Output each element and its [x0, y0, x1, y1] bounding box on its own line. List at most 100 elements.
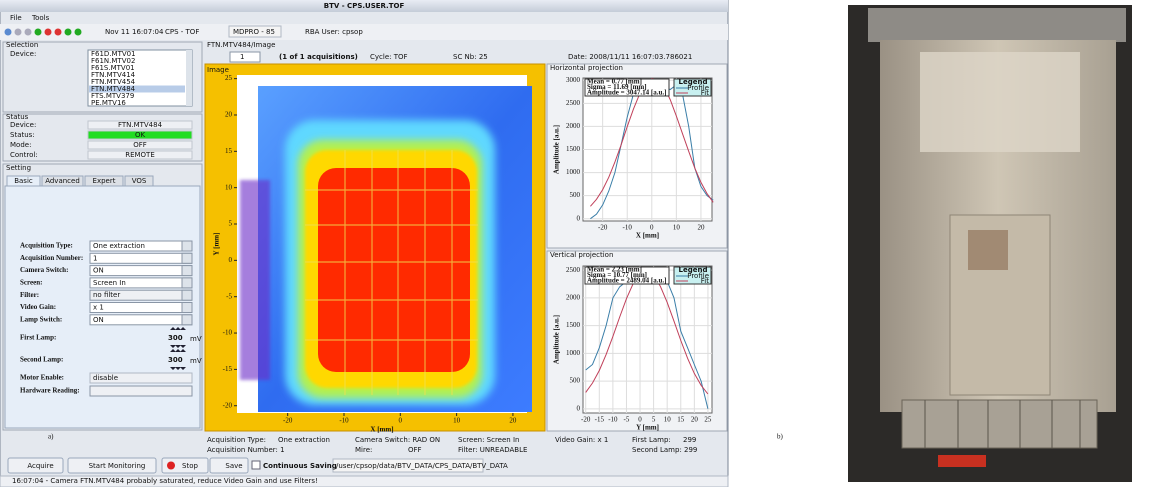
info-text: 299: [683, 436, 696, 444]
label: Mode:: [10, 141, 31, 149]
x-tick-label: 20: [509, 417, 517, 425]
device-item[interactable]: FTS.MTV379: [91, 92, 134, 100]
button[interactable]: [161, 457, 209, 474]
button-label[interactable]: Save: [225, 462, 242, 470]
sc-number: SC Nb: 25: [453, 53, 488, 61]
photo-blocks: [924, 400, 1081, 448]
toolbar-icon[interactable]: [64, 28, 72, 36]
combo-arrow[interactable]: [181, 265, 193, 277]
noise: [240, 180, 270, 380]
info-text: Mire:: [355, 446, 372, 454]
device-item[interactable]: FTN.MTV484: [91, 85, 136, 93]
tab-label[interactable]: Expert: [93, 177, 116, 185]
button[interactable]: [7, 457, 64, 474]
toolbar-icon[interactable]: [4, 28, 12, 36]
button-label[interactable]: Start Monitoring: [89, 462, 146, 470]
device-item[interactable]: PE.MTV16: [91, 99, 126, 107]
label: Device:: [10, 121, 36, 129]
combo-arrow[interactable]: [181, 240, 193, 252]
x-tick-label: -10: [339, 417, 349, 425]
figure-label: a): [48, 433, 54, 441]
combo-box[interactable]: [89, 265, 193, 277]
x-tick-label: 0: [399, 417, 403, 425]
tab-label[interactable]: Advanced: [45, 177, 80, 185]
combo-box[interactable]: [89, 252, 193, 264]
spin-field[interactable]: [229, 51, 261, 63]
scrollbar[interactable]: [186, 50, 192, 106]
selection-box: [2, 41, 203, 113]
toolbar-icon[interactable]: [24, 28, 32, 36]
tab-label[interactable]: VOS: [132, 177, 147, 185]
panel-title: Vertical projection: [550, 251, 613, 259]
x-tick-label: -20: [283, 417, 293, 425]
info-text: OFF: [408, 446, 422, 454]
setting-box: [2, 163, 203, 431]
x-axis-label: X [mm]: [636, 232, 659, 240]
acq-count: (1 of 1 acquisitions): [279, 53, 358, 61]
spinner[interactable]: [170, 349, 186, 370]
menu-item[interactable]: File: [10, 14, 22, 22]
device-item[interactable]: F61N.MTV02: [91, 57, 135, 65]
x-tick-label: 5: [652, 416, 656, 424]
button-label[interactable]: Continuous Saving: [263, 462, 337, 470]
value: OFF: [133, 141, 147, 149]
field-label: Camera Switch:: [20, 266, 68, 274]
toolbar-icon[interactable]: [44, 28, 52, 36]
toolbar-icon[interactable]: [54, 28, 62, 36]
tab[interactable]: [41, 175, 84, 187]
combo-arrow[interactable]: [181, 314, 193, 326]
button-label[interactable]: Acquire: [27, 462, 53, 470]
combo-box[interactable]: [89, 302, 193, 313]
tab[interactable]: [6, 175, 41, 187]
button[interactable]: [67, 457, 157, 474]
spinner[interactable]: [170, 327, 186, 348]
device-item[interactable]: F61S.MTV01: [91, 64, 135, 72]
combo-arrow[interactable]: [181, 289, 193, 301]
button[interactable]: [89, 385, 193, 397]
y-tick-label: 3000: [566, 76, 581, 84]
path-field[interactable]: [332, 458, 484, 473]
y-tick-label: 1500: [566, 145, 581, 153]
section-title: Setting: [6, 164, 31, 172]
field-label: Video Gain:: [20, 303, 56, 311]
info-text: Screen: Screen In: [458, 436, 519, 444]
y-tick-label: 0: [577, 404, 581, 412]
y-tick-label: 1000: [566, 349, 581, 357]
x-tick-label: 20: [691, 416, 699, 424]
tab[interactable]: [84, 175, 124, 187]
toolbar-icon[interactable]: [74, 28, 82, 36]
device-item[interactable]: F61D.MTV01: [91, 50, 136, 58]
stats-box: [584, 78, 670, 97]
tab-label[interactable]: Basic: [14, 177, 33, 185]
combo-arrow[interactable]: [181, 252, 193, 264]
combo-arrow[interactable]: [181, 302, 193, 313]
photo-mark: [968, 230, 1008, 270]
toolbar-icon[interactable]: [14, 28, 22, 36]
stat-line: Mean = 2.23 [mm]: [587, 266, 642, 274]
device-item[interactable]: FTN.MTV414: [91, 71, 136, 79]
legend-label: Profile: [687, 84, 709, 92]
menu-item[interactable]: Tools: [31, 14, 50, 22]
button[interactable]: [209, 457, 249, 474]
checkbox[interactable]: [251, 460, 261, 470]
status-bar: [0, 475, 729, 487]
button-label[interactable]: Stop: [182, 462, 198, 470]
y-tick-label: 1000: [566, 168, 581, 176]
field-label: Lamp Switch:: [20, 315, 62, 323]
info-text: Video Gain: x 1: [555, 436, 608, 444]
device-item[interactable]: FTN.MTV454: [91, 78, 136, 86]
combo-box[interactable]: [89, 372, 193, 384]
combo-value: One extraction: [93, 242, 145, 250]
info-text: Acquisition Number: 1: [207, 446, 285, 454]
tab[interactable]: [124, 175, 154, 187]
mire-lines: [305, 150, 478, 395]
photo-base: [901, 399, 1098, 449]
combo-arrow[interactable]: [181, 277, 193, 289]
y-tick-label: -15: [223, 365, 233, 373]
combo-box[interactable]: [89, 314, 193, 326]
x-tick-label: 25: [704, 416, 712, 424]
value: OK: [135, 131, 146, 139]
toolbar: [0, 24, 728, 40]
toolbar-icon[interactable]: [34, 28, 42, 36]
